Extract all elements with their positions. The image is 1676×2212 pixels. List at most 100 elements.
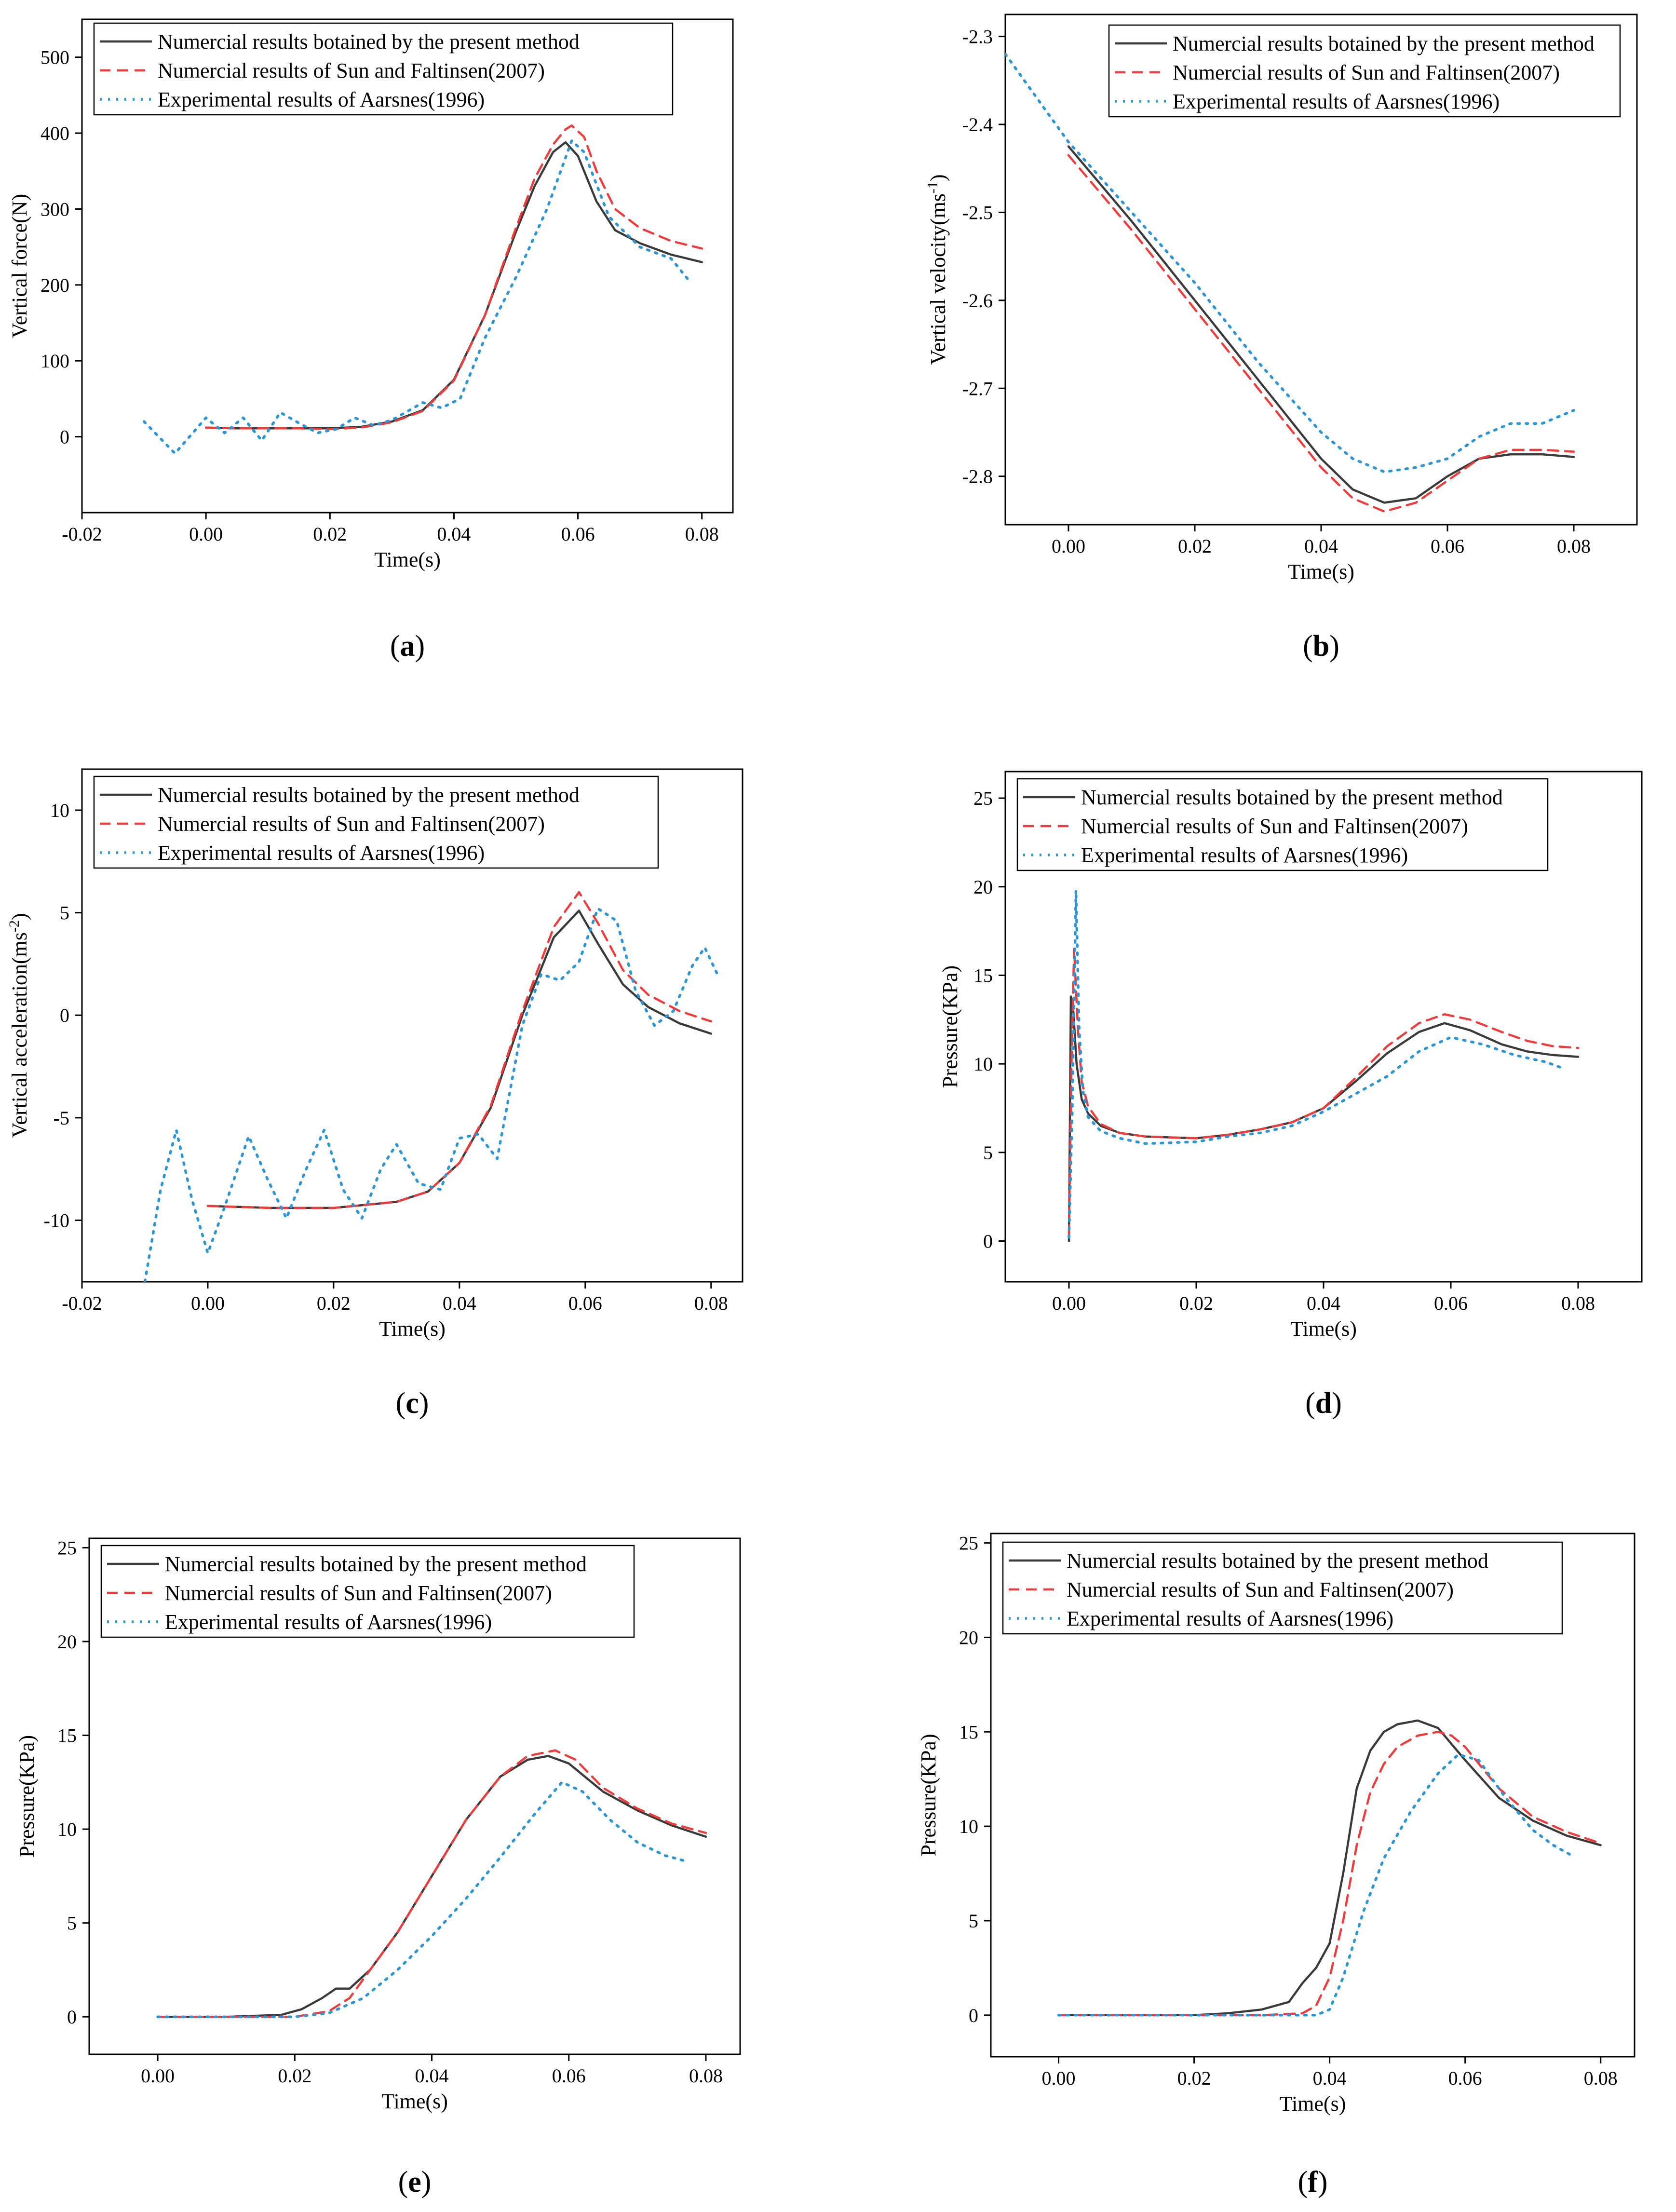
x-tick-label: 0.00 xyxy=(141,2065,175,2087)
legend-label-sun: Numercial results of Sun and Faltinsen(2… xyxy=(158,59,545,82)
y-tick-label: 200 xyxy=(41,274,69,296)
legend-label-sun: Numercial results of Sun and Faltinsen(2… xyxy=(1081,814,1468,838)
y-tick-label: 10 xyxy=(973,1053,993,1075)
legend-label-exp: Experimental results of Aarsnes(1996) xyxy=(158,88,485,111)
legend-label-sun: Numercial results of Sun and Faltinsen(2… xyxy=(1067,1578,1454,1601)
panel-caption: (a) xyxy=(390,630,425,663)
legend-label-present: Numercial results botained by the presen… xyxy=(1081,786,1503,809)
series-line-exp xyxy=(1005,53,1575,474)
y-tick-label: 5 xyxy=(969,1910,978,1932)
legend-label-sun: Numercial results of Sun and Faltinsen(2… xyxy=(158,812,545,836)
y-tick-label: 10 xyxy=(50,800,69,821)
legend-label-sun: Numercial results of Sun and Faltinsen(2… xyxy=(165,1581,552,1605)
y-tick-label: 0 xyxy=(60,1004,69,1026)
legend: Numercial results botained by the presen… xyxy=(1002,1541,1563,1635)
series-line-sun xyxy=(1057,1731,1602,2017)
legend-box xyxy=(93,775,659,869)
legend-label-present: Numercial results botained by the presen… xyxy=(158,783,580,807)
legend-label-present: Numercial results botained by the presen… xyxy=(165,1552,587,1576)
legend-box xyxy=(1108,24,1621,118)
series-line-sun xyxy=(156,1749,707,2018)
series-line-sun xyxy=(1068,948,1580,1237)
legend-box xyxy=(1002,1541,1563,1635)
legend-label-present: Numercial results botained by the presen… xyxy=(158,30,580,54)
panel-b: 0.00 0.02 0.04 0.06 0.08 -2.8 -2.7 -2.6 -2.5 -2.4… xyxy=(925,14,1638,663)
x-axis-title: Time(s) xyxy=(381,2090,448,2113)
y-tick-label: 15 xyxy=(57,1725,77,1747)
legend-box xyxy=(93,22,674,116)
series-line-present xyxy=(1057,1719,1602,2017)
x-tick-label: 0.08 xyxy=(1557,535,1591,557)
legend-box xyxy=(100,1545,635,1638)
x-tick-label: 0.04 xyxy=(1304,535,1338,557)
x-axis-title: Time(s) xyxy=(374,548,441,571)
series-line-present xyxy=(156,1755,707,2018)
x-axis-title: Time(s) xyxy=(379,1317,446,1341)
x-axis-title: Time(s) xyxy=(1288,560,1354,584)
x-tick-label: 0.08 xyxy=(685,523,719,545)
y-tick-label: 100 xyxy=(41,350,69,372)
legend: Numercial results botained by the presen… xyxy=(100,1545,635,1638)
series-line-exp xyxy=(142,139,691,455)
series-line-sun xyxy=(206,891,713,1209)
x-tick-label: 0.06 xyxy=(1434,1292,1468,1314)
x-tick-label: 0.00 xyxy=(191,1292,225,1314)
y-tick-label: 400 xyxy=(41,122,69,144)
y-tick-label: 25 xyxy=(973,787,993,809)
x-tick-label: 0.06 xyxy=(568,1292,602,1314)
y-tick-label: 15 xyxy=(973,964,993,986)
legend-label-exp: Experimental results of Aarsnes(1996) xyxy=(158,841,485,865)
legend-label-exp: Experimental results of Aarsnes(1996) xyxy=(1173,90,1500,113)
y-tick-label: 0 xyxy=(983,1231,993,1252)
series-line-exp xyxy=(143,907,719,1282)
x-tick-label: 0.04 xyxy=(1307,1292,1340,1314)
y-tick-label: -2.4 xyxy=(962,114,993,136)
y-tick-label: 300 xyxy=(41,198,69,220)
panel-c: -0.02 0.00 0.02 0.04 0.06 0.08 -10 -5 0 5 10 Time(s… xyxy=(6,768,743,1420)
y-tick-label: 500 xyxy=(41,47,69,68)
x-tick-label: 0.02 xyxy=(1178,535,1212,557)
y-tick-label: -2.3 xyxy=(962,26,993,48)
y-tick-label: 20 xyxy=(57,1631,77,1653)
x-axis-title: Time(s) xyxy=(1290,1317,1357,1341)
y-axis-title: Vertical acceleration(ms-2) xyxy=(6,913,31,1138)
series-line-exp xyxy=(1068,889,1567,1239)
x-tick-label: 0.02 xyxy=(278,2065,311,2087)
x-tick-label: 0.08 xyxy=(1584,2067,1618,2089)
y-tick-label: 0 xyxy=(67,2006,77,2028)
panel-caption: (b) xyxy=(1303,630,1339,663)
x-tick-label: 0.04 xyxy=(415,2065,449,2087)
x-tick-label: 0.04 xyxy=(437,523,471,545)
y-axis-title: Vertical force(N) xyxy=(8,194,31,338)
legend-label-exp: Experimental results of Aarsnes(1996) xyxy=(165,1610,492,1634)
plot-frame xyxy=(88,1537,741,2055)
legend: Numercial results botained by the presen… xyxy=(93,22,674,116)
panel-caption: (f) xyxy=(1298,2166,1328,2198)
x-axis-title: Time(s) xyxy=(1280,2092,1346,2116)
x-tick-label: 0.08 xyxy=(1561,1292,1595,1314)
series-line-present xyxy=(204,141,703,430)
x-tick-label: 0.02 xyxy=(313,523,347,545)
panel-caption: (e) xyxy=(398,2166,432,2198)
legend: Numercial results botained by the presen… xyxy=(1016,778,1549,871)
y-tick-label: -2.5 xyxy=(962,202,993,223)
legend-label-exp: Experimental results of Aarsnes(1996) xyxy=(1067,1607,1393,1630)
x-tick-label: 0.00 xyxy=(1052,1292,1086,1314)
y-tick-label: 15 xyxy=(959,1721,978,1743)
y-tick-label: -2.8 xyxy=(962,466,993,488)
x-tick-label: 0.06 xyxy=(552,2065,586,2087)
x-tick-label: 0.06 xyxy=(1448,2067,1482,2089)
y-tick-label: 5 xyxy=(60,902,69,924)
y-axis-title: Vertical velocity(ms-1) xyxy=(925,174,950,365)
panel-e: 0.00 0.02 0.04 0.06 0.08 0 5 10 15 20 25 Time(s) Pre… xyxy=(15,1537,741,2198)
y-tick-label: 10 xyxy=(959,1816,978,1837)
y-tick-label: 0 xyxy=(969,2005,978,2026)
legend: Numercial results botained by the presen… xyxy=(93,775,659,869)
legend-label-exp: Experimental results of Aarsnes(1996) xyxy=(1081,843,1408,867)
y-axis-title: Pressure(KPa) xyxy=(938,965,962,1088)
y-tick-label: 20 xyxy=(959,1627,978,1648)
y-tick-label: 5 xyxy=(983,1142,993,1164)
x-tick-label: 0.00 xyxy=(1042,2067,1076,2089)
x-tick-label: 0.00 xyxy=(189,523,223,545)
panel-a: -0.02 0.00 0.02 0.04 0.06 0.08 0 100 200 300 400 50… xyxy=(8,18,734,663)
